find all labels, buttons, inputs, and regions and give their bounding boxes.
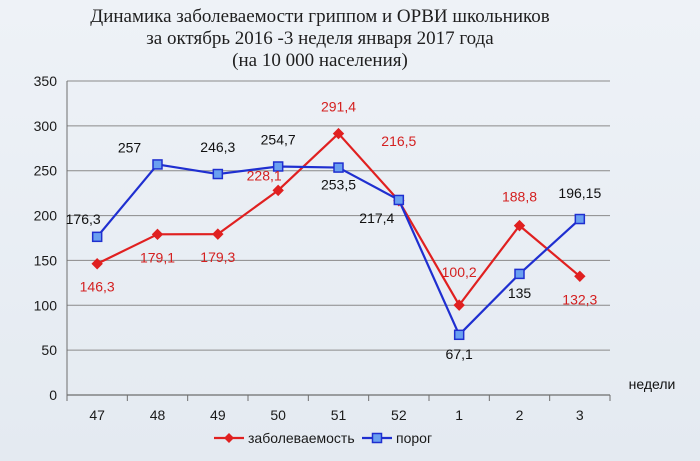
chart-title-line-2: за октябрь 2016 -3 неделя января 2017 го… <box>146 28 494 49</box>
data-label-threshold: 67,1 <box>446 346 473 362</box>
data-point-threshold <box>514 268 525 280</box>
data-point-threshold <box>393 194 405 206</box>
x-tick-label: 48 <box>150 407 166 423</box>
x-tick-label: 52 <box>391 407 407 423</box>
data-point-threshold <box>272 161 284 172</box>
data-point-incidence <box>151 228 164 241</box>
x-tick-label: 50 <box>270 407 286 423</box>
x-tick-label: 2 <box>516 407 524 423</box>
y-tick-label: 50 <box>41 342 57 358</box>
y-tick-label: 200 <box>34 208 58 224</box>
x-tick-label: 1 <box>455 407 463 423</box>
series-line-incidence <box>96 132 581 307</box>
data-point-incidence <box>513 219 526 232</box>
data-label-incidence: 228,1 <box>247 167 282 183</box>
y-tick-label: 250 <box>34 163 58 179</box>
data-label-incidence: 146,3 <box>80 279 115 295</box>
data-label-incidence: 100,2 <box>442 264 477 280</box>
data-label-threshold: 217,4 <box>359 210 394 226</box>
data-point-incidence <box>91 258 103 270</box>
x-tick-label: 51 <box>331 407 347 423</box>
legend-marker-threshold <box>371 432 383 444</box>
x-tick-label: 47 <box>89 407 105 423</box>
chart-title-line-3: (на 10 000 населения) <box>232 50 408 71</box>
y-tick-label: 350 <box>34 73 58 89</box>
data-label-threshold: 176,3 <box>66 211 101 227</box>
data-point-threshold <box>212 168 224 180</box>
y-tick-label: 0 <box>49 387 57 403</box>
data-point-incidence <box>574 270 586 283</box>
legend-label-threshold: порог <box>396 430 432 446</box>
y-tick-label: 300 <box>34 118 58 134</box>
data-point-incidence <box>212 228 224 240</box>
data-label-incidence: 179,3 <box>200 249 235 265</box>
data-point-incidence <box>332 127 345 140</box>
data-point-incidence <box>453 299 465 311</box>
data-label-threshold: 253,5 <box>321 177 356 193</box>
data-point-threshold <box>333 162 344 173</box>
x-axis-label: недели <box>629 376 676 392</box>
data-label-incidence: 188,8 <box>502 189 537 205</box>
data-label-incidence: 132,3 <box>562 291 597 307</box>
data-point-threshold <box>152 159 163 170</box>
legend-marker-incidence <box>224 433 234 443</box>
data-label-incidence: 179,1 <box>140 249 175 265</box>
x-tick-label: 49 <box>210 407 226 423</box>
data-point-threshold <box>574 213 586 225</box>
data-label-threshold: 257 <box>118 139 142 155</box>
legend-label-incidence: заболеваемость <box>248 430 355 446</box>
data-label-threshold: 246,3 <box>200 139 235 155</box>
y-tick-label: 150 <box>34 252 58 268</box>
data-label-threshold: 254,7 <box>261 131 296 147</box>
data-label-incidence: 291,4 <box>321 99 356 115</box>
data-point-incidence <box>272 184 284 197</box>
data-label-threshold: 135 <box>508 285 532 301</box>
y-tick-label: 100 <box>34 297 58 313</box>
data-label-incidence: 216,5 <box>381 133 416 149</box>
chart-title: Динамика заболеваемости гриппом и ОРВИ ш… <box>0 6 640 72</box>
chart-title-line-1: Динамика заболеваемости гриппом и ОРВИ ш… <box>90 6 550 27</box>
x-tick-label: 3 <box>576 407 584 423</box>
data-point-threshold <box>453 329 465 341</box>
data-point-threshold <box>91 231 103 243</box>
data-label-threshold: 196,15 <box>558 185 601 201</box>
